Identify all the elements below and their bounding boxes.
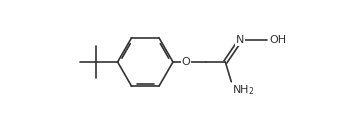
Text: NH$_2$: NH$_2$ (232, 83, 255, 96)
Text: O: O (182, 57, 190, 67)
Text: N: N (236, 35, 244, 45)
Text: OH: OH (270, 35, 287, 45)
